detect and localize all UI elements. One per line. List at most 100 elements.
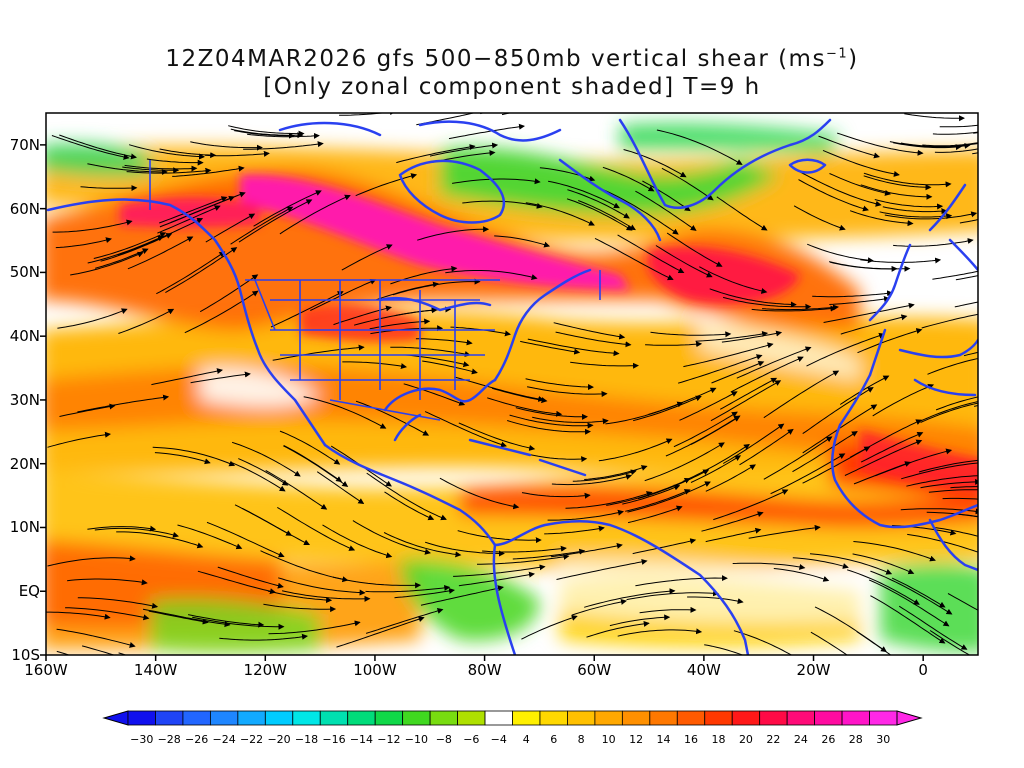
streamline <box>93 232 167 259</box>
colorbar-swatch <box>319 710 349 726</box>
streamline <box>882 206 948 215</box>
colorbar-label: −22 <box>239 733 264 746</box>
streamline <box>454 376 545 402</box>
streamline <box>705 527 762 543</box>
colorbar-swatch <box>539 710 568 726</box>
streamline <box>955 275 978 281</box>
streamline <box>898 605 968 650</box>
streamline <box>527 338 620 357</box>
lon-label: 100W <box>353 661 397 679</box>
streamline <box>238 458 289 486</box>
streamline <box>515 407 588 420</box>
streamline <box>87 235 164 264</box>
streamline <box>926 511 978 518</box>
streamline <box>921 313 978 329</box>
streamline <box>918 459 978 473</box>
streamline <box>341 244 393 271</box>
streamline <box>57 308 128 329</box>
streamline <box>396 144 476 164</box>
axis-ticks <box>40 144 924 661</box>
streamline <box>709 288 797 308</box>
streamline <box>482 545 567 553</box>
colorbar-label: 14 <box>656 733 671 746</box>
streamline <box>118 308 175 334</box>
colorbar-label: −20 <box>267 733 291 746</box>
streamline <box>935 396 978 411</box>
streamline <box>365 584 451 593</box>
streamline <box>763 370 840 419</box>
colorbar-swatch <box>127 710 156 726</box>
streamline <box>365 607 444 634</box>
streamline <box>526 453 588 463</box>
streamline <box>383 532 462 558</box>
colorbar-swatch <box>347 710 376 726</box>
streamline <box>900 142 978 147</box>
streamline <box>553 322 626 340</box>
colorbar-label: −14 <box>349 733 374 746</box>
colorbar-min-arrow <box>102 710 129 726</box>
streamline <box>127 236 194 270</box>
colorbar-swatch <box>759 710 788 726</box>
streamline <box>874 199 944 210</box>
streamline <box>332 576 422 589</box>
streamline <box>939 124 978 128</box>
streamline <box>507 420 591 435</box>
streamline <box>639 606 697 614</box>
colorbar-swatch <box>237 710 266 726</box>
colorbar-label: −28 <box>157 733 181 746</box>
streamline <box>586 620 650 638</box>
streamline <box>627 481 711 513</box>
streamline <box>219 633 308 641</box>
streamline <box>281 590 371 602</box>
colorbar-swatch <box>649 710 678 726</box>
streamline <box>687 596 744 605</box>
streamline <box>243 141 324 150</box>
streamline <box>870 595 946 644</box>
streamline <box>462 200 543 209</box>
streamline <box>339 113 396 116</box>
streamline <box>644 442 725 482</box>
streamline <box>152 446 236 467</box>
streamline <box>732 562 806 570</box>
streamline <box>705 464 756 492</box>
streamline <box>283 445 343 483</box>
colorbar-swatch <box>155 710 184 726</box>
streamline <box>829 261 911 272</box>
streamline <box>270 291 344 328</box>
streamline <box>87 163 168 176</box>
streamline <box>906 475 978 487</box>
streamline <box>52 219 133 233</box>
colorbar-label: −16 <box>322 733 346 746</box>
streamline <box>272 344 365 361</box>
streamline <box>609 614 671 627</box>
streamline <box>806 332 886 367</box>
streamline <box>126 167 212 174</box>
streamline <box>87 525 157 532</box>
streamline <box>491 387 548 404</box>
streamline <box>231 462 286 492</box>
streamline <box>907 533 978 553</box>
streamline <box>857 328 923 354</box>
streamline <box>94 527 179 538</box>
streamline <box>863 175 932 191</box>
streamline <box>656 129 743 165</box>
streamline <box>730 356 804 393</box>
streamline <box>279 194 351 235</box>
colorbar-swatch <box>182 710 211 726</box>
streamline <box>59 403 116 417</box>
colorbar-label: −18 <box>294 733 319 746</box>
lon-label: 20W <box>796 661 831 679</box>
streamline <box>342 361 407 369</box>
streamline <box>823 302 915 323</box>
streamline <box>520 340 581 355</box>
streamline <box>532 416 609 425</box>
colorbar-label: −12 <box>377 733 401 746</box>
streamline <box>677 354 763 384</box>
lat-label: 10N <box>9 518 40 537</box>
streamline <box>457 530 542 544</box>
streamline <box>920 402 978 423</box>
colorbar-swatch <box>512 710 541 726</box>
streamline <box>390 346 471 357</box>
streamline <box>458 571 535 587</box>
